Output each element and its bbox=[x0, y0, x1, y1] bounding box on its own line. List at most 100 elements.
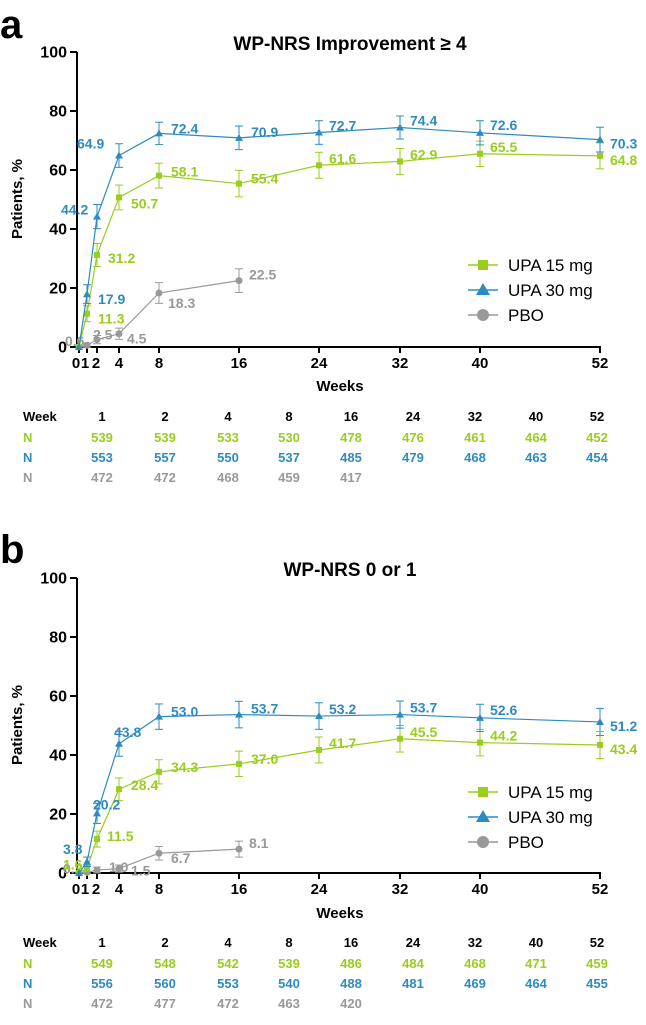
data-label: 52.6 bbox=[490, 702, 517, 718]
data-label: 74.4 bbox=[410, 113, 437, 129]
data-label: 64.9 bbox=[77, 136, 104, 152]
legend-label: UPA 15 mg bbox=[508, 783, 593, 802]
legend-label: UPA 15 mg bbox=[508, 256, 593, 275]
data-point bbox=[396, 710, 404, 718]
legend-label: UPA 30 mg bbox=[508, 808, 593, 827]
n-table: Week 1 2 4 8 16 24 32 40 52N 549 548 542 539 486 484 468… bbox=[23, 935, 608, 1011]
table-header-cell: 16 bbox=[344, 409, 358, 424]
data-label: 31.2 bbox=[108, 250, 135, 266]
x-tick-label: 32 bbox=[392, 355, 409, 372]
x-tick-label: 4 bbox=[115, 881, 124, 898]
data-label: 20.2 bbox=[93, 796, 120, 812]
table-cell: 553 bbox=[217, 976, 239, 991]
table-cell: 530 bbox=[278, 430, 300, 445]
table-cell: 472 bbox=[217, 996, 239, 1011]
table-cell: 486 bbox=[340, 956, 362, 971]
table-header-cell: 32 bbox=[468, 935, 482, 950]
table-cell: 479 bbox=[402, 450, 424, 465]
table-cell: 488 bbox=[340, 976, 362, 991]
x-tick-label: 40 bbox=[472, 881, 489, 898]
table-cell: 452 bbox=[586, 430, 608, 445]
x-tick-label: 8 bbox=[155, 355, 163, 372]
data-label: 4.5 bbox=[127, 331, 147, 347]
table-cell: 461 bbox=[464, 430, 486, 445]
x-tick-label: 32 bbox=[392, 881, 409, 898]
table-cell: 464 bbox=[525, 430, 547, 445]
data-point bbox=[116, 786, 122, 793]
series-line bbox=[78, 153, 601, 348]
data-label: 53.0 bbox=[171, 704, 198, 720]
data-label: 1.6 bbox=[63, 856, 83, 872]
x-tick-label: 0 bbox=[72, 355, 80, 372]
y-axis-label: Patients, % bbox=[9, 159, 26, 239]
x-tick-label: 2 bbox=[92, 881, 100, 898]
table-cell: 485 bbox=[340, 450, 362, 465]
x-tick-label: 40 bbox=[472, 355, 489, 372]
data-point bbox=[476, 713, 484, 721]
panel-a: a WP-NRS Improvement ≥ 4020406080100Patie… bbox=[0, 3, 637, 485]
table-cell: 463 bbox=[525, 450, 547, 465]
legend-label: PBO bbox=[508, 306, 544, 325]
table-cell: 533 bbox=[217, 430, 239, 445]
x-tick-label: 52 bbox=[592, 881, 609, 898]
data-label: 17.9 bbox=[98, 291, 125, 307]
table-header-cell: 40 bbox=[529, 409, 543, 424]
panel-letter: b bbox=[0, 528, 24, 572]
data-point bbox=[83, 341, 91, 349]
data-label: 28.4 bbox=[131, 777, 158, 793]
data-label: 6.7 bbox=[171, 850, 191, 866]
table-header-cell: 2 bbox=[161, 409, 168, 424]
table-cell: 471 bbox=[525, 956, 547, 971]
data-point bbox=[235, 845, 243, 853]
data-point bbox=[156, 172, 162, 179]
data-label: 65.5 bbox=[490, 139, 517, 155]
data-point bbox=[596, 135, 604, 143]
table-cell: 420 bbox=[340, 996, 362, 1011]
table-cell: 478 bbox=[340, 430, 362, 445]
table-cell: 539 bbox=[278, 956, 300, 971]
data-label: 55.4 bbox=[251, 171, 278, 187]
table-cell: 472 bbox=[91, 996, 113, 1011]
table-cell: 549 bbox=[91, 956, 113, 971]
series-pbo: 0.21.01.56.78.1 bbox=[63, 835, 269, 878]
table-row-label: N bbox=[23, 976, 32, 991]
data-label: 8.1 bbox=[249, 835, 269, 851]
data-label: 70.3 bbox=[610, 136, 637, 152]
data-label: 50.7 bbox=[131, 195, 158, 211]
table-cell: 477 bbox=[154, 996, 176, 1011]
data-point bbox=[316, 162, 322, 169]
series-pbo: 0.6 2.5 4.518.322.5 bbox=[65, 267, 276, 351]
data-point bbox=[115, 330, 123, 338]
table-cell: 553 bbox=[91, 450, 113, 465]
table-cell: 560 bbox=[154, 976, 176, 991]
x-axis-label: Weeks bbox=[316, 378, 363, 395]
data-label: 61.6 bbox=[329, 150, 356, 166]
data-point bbox=[75, 343, 83, 350]
table-row-label: N bbox=[23, 430, 32, 445]
y-tick-label: 20 bbox=[49, 281, 67, 298]
table-cell: 468 bbox=[217, 470, 239, 485]
data-point bbox=[597, 152, 603, 159]
x-tick-label: 1 bbox=[81, 355, 89, 372]
data-label: 2.5 bbox=[93, 327, 113, 343]
data-point bbox=[597, 741, 603, 748]
data-point bbox=[236, 760, 242, 767]
data-label: 43.8 bbox=[114, 724, 141, 740]
table-cell: 481 bbox=[402, 976, 424, 991]
table-header-cell: 40 bbox=[529, 935, 543, 950]
table-header-cell: 16 bbox=[344, 935, 358, 950]
table-header-week: Week bbox=[23, 409, 57, 424]
data-label: 43.4 bbox=[610, 741, 637, 757]
data-point bbox=[476, 128, 484, 136]
legend-label: UPA 30 mg bbox=[508, 281, 593, 300]
y-tick-label: 60 bbox=[49, 163, 67, 180]
legend: UPA 15 mg UPA 30 mg PBO bbox=[468, 256, 593, 325]
y-tick-label: 40 bbox=[49, 222, 67, 239]
data-label: 11.5 bbox=[107, 828, 134, 844]
data-point bbox=[115, 151, 123, 159]
table-cell: 537 bbox=[278, 450, 300, 465]
y-tick-label: 0 bbox=[58, 340, 67, 357]
data-label: 53.2 bbox=[329, 701, 356, 717]
data-point bbox=[83, 290, 91, 298]
data-point bbox=[84, 310, 90, 317]
